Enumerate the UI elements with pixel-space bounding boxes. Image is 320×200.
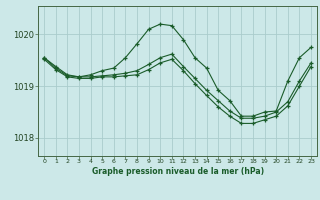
X-axis label: Graphe pression niveau de la mer (hPa): Graphe pression niveau de la mer (hPa) (92, 167, 264, 176)
